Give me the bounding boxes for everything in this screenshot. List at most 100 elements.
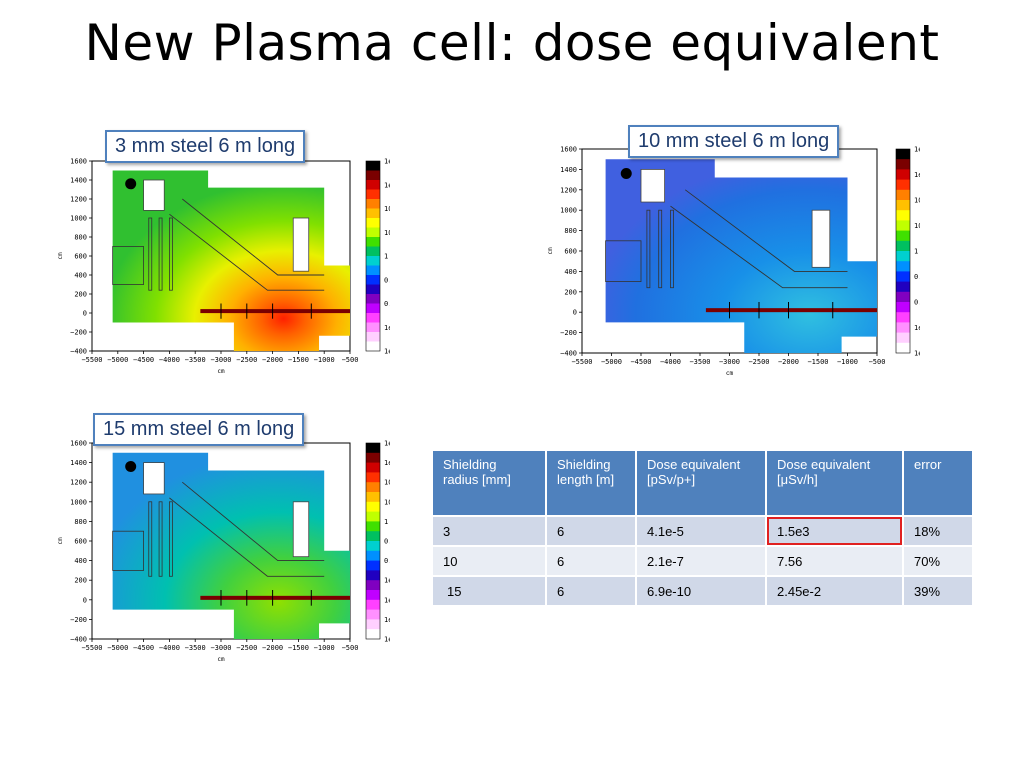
y-tick-label: 1000 (70, 498, 87, 506)
cell-dose-usv: 7.56 (765, 545, 904, 577)
header-dose-psv: Dose equivalent [pSv/p+] (635, 449, 767, 517)
x-tick-label: −3500 (689, 358, 710, 366)
colorbar-segment (366, 590, 380, 601)
void-block (292, 217, 310, 272)
colorbar-label: 10000 (384, 479, 390, 487)
colorbar-frame (365, 160, 381, 352)
y-tick-label: 200 (74, 577, 87, 585)
beamline (200, 309, 350, 314)
dose-map-15mm-svg: 1600 1400 1200 1000 800 600 400 200 0 −200 −400−55… (57, 440, 390, 664)
colorbar-segment (366, 256, 380, 266)
colorbar-segment (366, 237, 380, 247)
colorbar-segment (896, 342, 910, 354)
colorbar-segment (366, 629, 380, 640)
colorbar-segment (366, 332, 380, 342)
colorbar-label: 1e+06 (384, 459, 390, 467)
colorbar-segment (366, 180, 380, 190)
x-tick-label: −4000 (660, 358, 681, 366)
colorbar-label: 1e-06 (384, 324, 390, 332)
colorbar-segment (366, 482, 380, 493)
colorbar-segment (366, 599, 380, 611)
y-tick-label: 0 (573, 309, 577, 317)
colorbar-segment (896, 322, 910, 334)
colorbar-label: 1e+08 (914, 146, 920, 154)
colorbar-label: 0.01 (384, 538, 390, 546)
table-row: 3 6 4.1e-5 1.5e3 18% (431, 515, 974, 547)
colorbar-label: 1e-08 (384, 348, 390, 356)
pillar (168, 501, 173, 577)
colorbar-segment (366, 462, 380, 473)
x-axis-label: cm (217, 656, 225, 663)
colorbar-segment (366, 492, 380, 503)
colorbar-label: 1e-06 (384, 577, 390, 585)
colorbar-label: 1e-10 (384, 616, 390, 624)
x-tick-label: −1500 (807, 358, 828, 366)
cell-length: 6 (545, 545, 637, 577)
colorbar-segment (366, 580, 380, 591)
table-header-row: Shielding radius [mm] Shielding length [… (431, 449, 974, 517)
y-tick-label: 400 (564, 268, 577, 276)
y-tick-label: 1400 (560, 166, 577, 174)
colorbar-label: 10000 (384, 205, 390, 213)
colorbar-segment (896, 240, 910, 252)
y-axis-label: cm (57, 252, 64, 260)
y-tick-label: 1400 (70, 177, 87, 185)
dose-field (112, 170, 350, 351)
colorbar-segment (896, 312, 910, 323)
x-tick-label: −4500 (133, 644, 154, 652)
dose-map-10mm-svg: 1600 1400 1200 1000 800 600 400 200 0 −200 −400−55… (547, 146, 920, 378)
y-tick-label: −400 (70, 636, 87, 644)
colorbar-label: 1 (384, 253, 388, 261)
x-tick-label: −2500 (236, 644, 257, 652)
cell-error: 39% (902, 575, 974, 607)
pillar (158, 217, 163, 291)
x-tick-label: −3000 (210, 356, 231, 364)
colorbar-segment (366, 161, 380, 171)
colorbar-segment (366, 303, 380, 314)
colorbar-segment (366, 341, 380, 352)
source-marker (125, 178, 137, 190)
y-tick-label: 200 (74, 291, 87, 299)
y-tick-label: 600 (74, 538, 87, 546)
x-tick-label: −5000 (107, 644, 128, 652)
x-tick-label: −2000 (778, 358, 799, 366)
colorbar-segment (366, 443, 380, 454)
colorbar-segment (366, 472, 380, 483)
y-tick-label: 1600 (560, 146, 577, 154)
void-block (811, 209, 831, 268)
pillar (646, 209, 651, 289)
colorbar-label: 1e+06 (914, 171, 920, 179)
wall-outline (605, 240, 642, 283)
beamline (705, 308, 877, 313)
colorbar-label: 100 (914, 222, 920, 230)
x-tick-label: −5000 (601, 358, 622, 366)
colorbar-label: 1e-08 (384, 596, 390, 604)
y-tick-label: 800 (74, 518, 87, 526)
dose-table: Shielding radius [mm] Shielding length [… (431, 449, 974, 607)
cell-dose-psv: 4.1e-5 (635, 515, 767, 547)
y-tick-label: 1000 (70, 215, 87, 223)
cell-length: 6 (545, 575, 637, 607)
y-tick-label: −200 (70, 616, 87, 624)
colorbar-segment (366, 284, 380, 295)
x-tick-label: −3500 (185, 644, 206, 652)
wall-outline (112, 530, 144, 571)
wall-outline (112, 246, 144, 285)
colorbar-segment (896, 169, 910, 181)
cell-dose-usv-highlighted: 1.5e3 (765, 515, 904, 547)
y-tick-label: 200 (564, 288, 577, 296)
y-tick-label: −200 (560, 329, 577, 337)
y-axis-label: cm (57, 537, 64, 545)
x-tick-label: −5500 (571, 358, 592, 366)
void-block (640, 168, 666, 203)
beamline (200, 595, 350, 600)
colorbar-segment (366, 218, 380, 228)
x-axis-label: cm (217, 368, 225, 375)
y-tick-label: 0 (83, 310, 87, 318)
x-tick-label: −5000 (107, 356, 128, 364)
source-marker (125, 461, 137, 473)
x-tick-label: −3000 (210, 644, 231, 652)
x-tick-label: −4500 (133, 356, 154, 364)
dose-map-10mm: 1600 1400 1200 1000 800 600 400 200 0 −200 −400 −55… (530, 138, 920, 383)
caption-10mm: 10 mm steel 6 m long (628, 125, 840, 158)
